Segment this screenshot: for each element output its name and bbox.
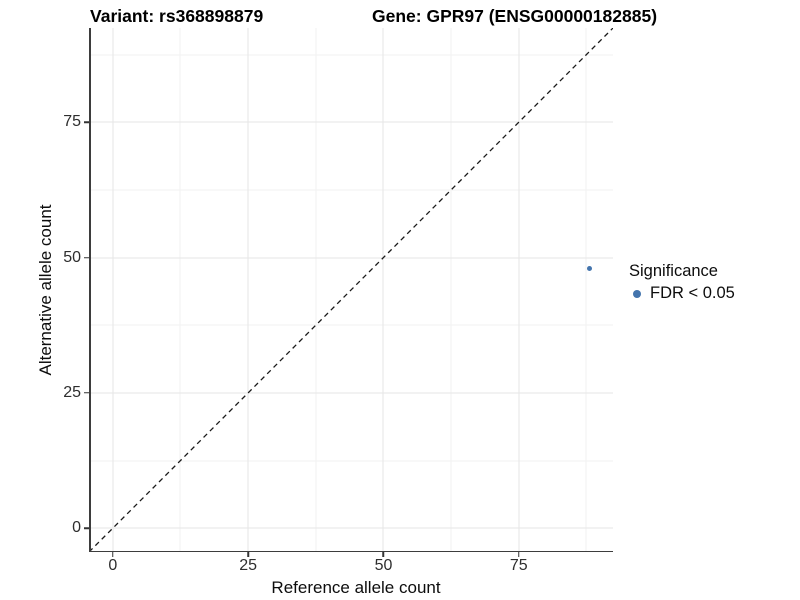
minor-gridline-h bbox=[89, 460, 613, 462]
y-tick-label: 25 bbox=[63, 383, 81, 401]
major-gridline-h bbox=[89, 121, 613, 123]
minor-gridline-h bbox=[89, 324, 613, 326]
minor-gridline-h bbox=[89, 189, 613, 191]
major-gridline-v bbox=[247, 28, 249, 552]
legend-point-icon bbox=[633, 289, 641, 298]
major-gridline-h bbox=[89, 392, 613, 394]
x-axis-label: Reference allele count bbox=[271, 578, 441, 597]
x-tick-label: 25 bbox=[239, 557, 258, 574]
x-tick-mark bbox=[382, 552, 385, 557]
y-axis-line bbox=[89, 28, 91, 552]
major-gridline-h bbox=[89, 257, 613, 259]
y-tick-label: 50 bbox=[63, 248, 81, 266]
legend-item: FDR < 0.05 bbox=[629, 284, 735, 303]
legend-title: Significance bbox=[629, 262, 718, 280]
x-tick-mark bbox=[247, 552, 249, 557]
minor-gridline-v bbox=[450, 28, 452, 552]
x-tick-label: 0 bbox=[108, 557, 118, 574]
x-tick-label: 50 bbox=[374, 557, 393, 574]
y-tick-label: 0 bbox=[72, 519, 81, 537]
plot-panel bbox=[89, 28, 613, 552]
legend: Significance FDR < 0.05 bbox=[629, 262, 735, 303]
chart-area: 0 25 50 75 0 25 50 75 bbox=[63, 28, 613, 574]
plot-title-gene: Gene: GPR97 (ENSG00000182885) bbox=[372, 6, 658, 26]
minor-gridline-v bbox=[315, 28, 317, 552]
x-tick-label: 75 bbox=[509, 557, 528, 574]
y-axis-label: Alternative allele count bbox=[36, 204, 55, 376]
minor-gridline-v bbox=[585, 28, 587, 552]
minor-gridline-v bbox=[179, 28, 181, 552]
data-point bbox=[586, 265, 592, 271]
plot-title-variant: Variant: rs368898879 bbox=[90, 6, 264, 26]
identity-line-layer bbox=[89, 28, 613, 552]
identity-line bbox=[89, 28, 613, 552]
legend-item-label: FDR < 0.05 bbox=[650, 284, 735, 302]
y-tick-mark bbox=[84, 256, 89, 259]
x-tick-mark bbox=[112, 552, 114, 557]
major-gridline-v bbox=[382, 28, 384, 552]
x-tick-mark bbox=[518, 552, 520, 557]
x-axis-line bbox=[89, 550, 613, 552]
y-tick-mark bbox=[84, 121, 89, 123]
major-gridline-h bbox=[89, 527, 613, 529]
minor-gridline-h bbox=[89, 54, 613, 56]
y-tick-mark bbox=[84, 527, 89, 529]
y-tick-label: 75 bbox=[63, 113, 81, 131]
major-gridline-v bbox=[112, 28, 114, 552]
y-tick-mark bbox=[84, 392, 89, 394]
major-gridline-v bbox=[518, 28, 520, 552]
